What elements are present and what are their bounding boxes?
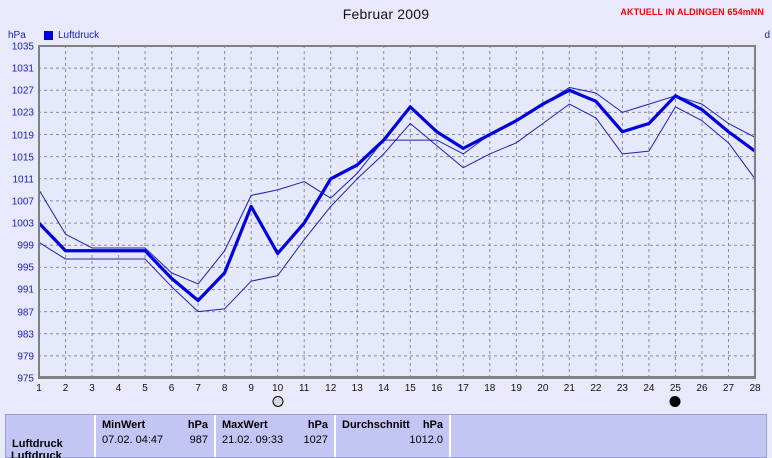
- x-tick-19: 19: [510, 383, 522, 394]
- y-tick-987: 987: [17, 307, 34, 319]
- stats-max-cell: MaxWert hPa 21.02. 09:33 1027: [216, 415, 336, 457]
- x-tick-10: 10: [272, 383, 284, 394]
- x-tick-16: 16: [431, 383, 443, 394]
- x-tick-21: 21: [563, 383, 575, 394]
- statistics-table: Luftdruck MinWert hPa 07.02. 04:47 987 M…: [5, 414, 767, 458]
- x-tick-13: 13: [351, 383, 363, 394]
- series-line: [38, 103, 756, 313]
- stats-max-header-unit: hPa: [307, 419, 328, 431]
- x-tick-12: 12: [325, 383, 337, 394]
- y-tick-1019: 1019: [11, 130, 34, 142]
- y-tick-1015: 1015: [11, 152, 34, 164]
- x-axis-tick-labels: 1 2 3 4 5 6 7 8 9 10 11 12 13 14 15 16 17 18 19 20 21 22 23 24 2…: [0, 383, 772, 397]
- x-tick-2: 2: [62, 383, 69, 394]
- stats-max-header-label: MaxWert: [222, 419, 268, 431]
- y-tick-1011: 1011: [12, 174, 34, 186]
- x-tick-7: 7: [195, 383, 201, 394]
- x-tick-26: 26: [696, 383, 708, 394]
- x-tick-4: 4: [115, 383, 122, 394]
- data-series: [38, 87, 756, 313]
- stats-row-label-cell: Luftdruck: [6, 415, 96, 457]
- stats-avg-header-label: Durchschnitt: [342, 419, 410, 431]
- y-tick-983: 983: [17, 329, 34, 341]
- x-tick-6: 6: [168, 383, 175, 394]
- stats-min-value-row: 07.02. 04:47 987: [102, 433, 208, 448]
- y-tick-1007: 1007: [11, 196, 34, 208]
- legend-label-luftdruck: Luftdruck: [58, 30, 100, 41]
- y-tick-979: 979: [17, 351, 34, 363]
- stats-avg-value: 1012.0: [409, 434, 443, 446]
- x-axis-unit-label: d: [764, 30, 770, 41]
- y-tick-1035: 1035: [11, 41, 34, 53]
- stats-min-cell: MinWert hPa 07.02. 04:47 987: [96, 415, 216, 457]
- stats-min-header-label: MinWert: [102, 419, 146, 431]
- grid-lines: [38, 45, 756, 379]
- station-note: AKTUELL IN ALDINGEN 654mNN: [620, 7, 764, 17]
- x-tick-18: 18: [484, 383, 496, 394]
- x-tick-11: 11: [298, 383, 310, 394]
- stats-avg-cell: Durchschnitt hPa 1012.0: [336, 415, 451, 457]
- stats-min-header-unit: hPa: [187, 419, 208, 431]
- x-tick-1: 1: [36, 383, 42, 394]
- stats-avg-value-row: 1012.0: [342, 433, 443, 448]
- x-tick-20: 20: [537, 383, 549, 394]
- y-axis-tick-labels: 975 979 983 987 991 995 999 1003 1007 1011 1015 101…: [0, 41, 34, 385]
- stats-avg-header-unit: hPa: [422, 419, 443, 431]
- y-tick-1023: 1023: [11, 107, 34, 119]
- full-moon-icon: [669, 396, 681, 407]
- x-tick-15: 15: [404, 383, 416, 394]
- y-tick-991: 991: [17, 284, 34, 296]
- plot-svg: [38, 45, 756, 379]
- x-tick-22: 22: [590, 383, 602, 394]
- y-tick-1027: 1027: [11, 85, 34, 97]
- series-line: [38, 87, 756, 285]
- stats-min-time: 07.02. 04:47: [102, 434, 164, 446]
- x-tick-5: 5: [142, 383, 148, 394]
- x-tick-23: 23: [616, 383, 628, 394]
- stats-max-value: 1027: [303, 434, 328, 446]
- stats-max-header: MaxWert hPa: [222, 418, 328, 433]
- page-title: Februar 2009: [342, 6, 430, 22]
- x-tick-3: 3: [89, 383, 95, 394]
- x-tick-27: 27: [722, 383, 735, 394]
- new-moon-icon: [272, 396, 284, 407]
- x-tick-14: 14: [378, 383, 390, 394]
- stats-min-header: MinWert hPa: [102, 418, 208, 433]
- x-tick-9: 9: [248, 383, 254, 394]
- y-tick-975: 975: [17, 373, 34, 385]
- x-tick-24: 24: [643, 383, 655, 394]
- x-tick-17: 17: [457, 383, 469, 394]
- x-tick-28: 28: [749, 383, 761, 394]
- stats-max-time: 21.02. 09:33: [222, 434, 284, 446]
- stats-second-row-label: Luftdruck: [11, 450, 62, 458]
- y-tick-1031: 1031: [11, 63, 34, 75]
- legend-swatch-luftdruck: [44, 31, 53, 40]
- x-tick-8: 8: [221, 383, 228, 394]
- chart-legend: Luftdruck: [44, 30, 99, 41]
- series-line: [38, 88, 756, 303]
- axis-frame: [38, 45, 756, 379]
- y-tick-999: 999: [17, 240, 34, 252]
- y-axis-unit-label: hPa: [8, 30, 26, 41]
- y-tick-1003: 1003: [11, 218, 34, 230]
- stats-row-label: Luftdruck: [12, 438, 63, 450]
- stats-avg-header: Durchschnitt hPa: [342, 418, 443, 433]
- stats-min-value: 987: [189, 434, 208, 446]
- y-tick-995: 995: [17, 262, 34, 274]
- plot-area: [38, 45, 756, 379]
- stats-max-value-row: 21.02. 09:33 1027: [222, 433, 328, 448]
- x-tick-25: 25: [669, 383, 681, 394]
